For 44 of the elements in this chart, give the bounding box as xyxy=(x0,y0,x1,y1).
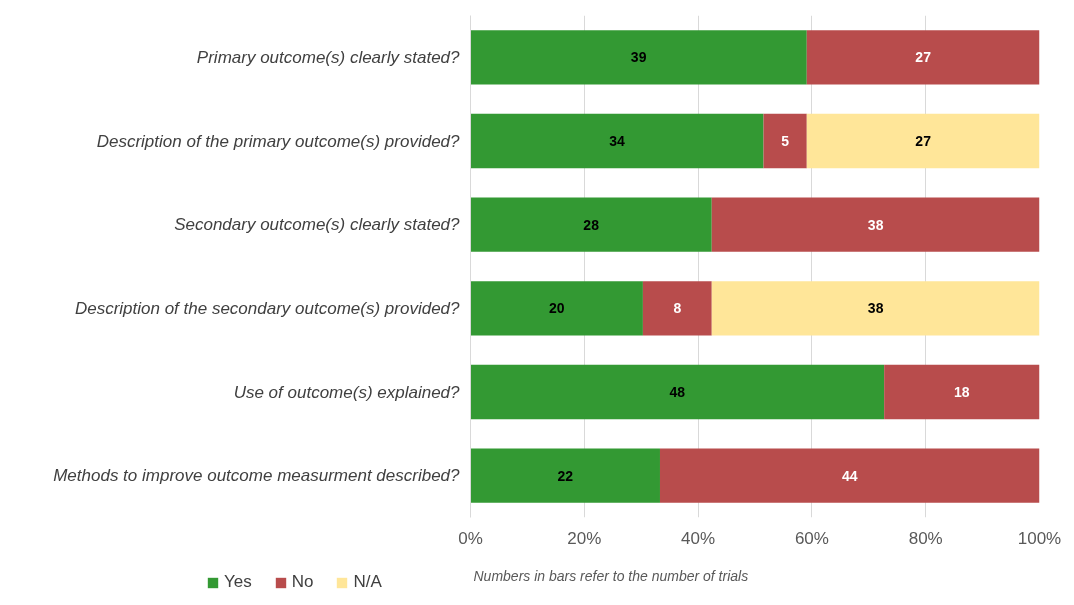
x-tick-label: 0% xyxy=(458,528,483,548)
x-tick-label: 20% xyxy=(567,528,602,548)
x-tick-label: 100% xyxy=(1017,528,1062,548)
annotation: 44 xyxy=(841,467,858,484)
bar xyxy=(470,113,764,169)
bar xyxy=(711,281,1040,336)
y-tick-label: Methods to improve outcome measurment described? xyxy=(53,466,461,486)
annotation: 27 xyxy=(915,49,932,66)
annotation: 5 xyxy=(781,133,790,149)
bar xyxy=(642,281,712,336)
legend-label: N/A xyxy=(353,572,382,592)
annotation: 48 xyxy=(669,384,686,400)
y-tick-label: Primary outcome(s) clearly stated? xyxy=(196,47,461,67)
annotation: 8 xyxy=(673,300,682,317)
bar xyxy=(470,364,885,420)
x-tick-label: 80% xyxy=(908,528,943,548)
bar xyxy=(470,197,712,252)
bar xyxy=(470,281,643,336)
x-tick-label: 60% xyxy=(794,528,829,548)
bar xyxy=(470,448,660,503)
text: Numbers in bars refer to the number of trials xyxy=(473,567,749,584)
legend-label: No xyxy=(291,572,314,592)
bar xyxy=(711,197,1040,252)
bar xyxy=(806,30,1040,85)
x-tick-label: 40% xyxy=(681,528,716,548)
annotation: 22 xyxy=(557,467,574,484)
y-tick-label: Secondary outcome(s) clearly stated? xyxy=(174,215,461,235)
annotation: 34 xyxy=(609,133,626,149)
bar xyxy=(884,364,1040,420)
bar xyxy=(659,448,1040,503)
bar xyxy=(806,113,1040,169)
annotation: 18 xyxy=(954,384,970,400)
y-tick-label: Description of the primary outcome(s) provided? xyxy=(96,131,461,151)
annotation: 38 xyxy=(867,216,884,233)
annotation: 39 xyxy=(630,49,647,66)
y-tick-label: Use of outcome(s) explained? xyxy=(233,382,461,402)
annotation: 38 xyxy=(867,300,884,317)
y-tick-label: Description of the secondary outcome(s) provided? xyxy=(74,298,461,318)
annotation: 27 xyxy=(915,133,932,149)
legend-label: Yes xyxy=(224,572,252,592)
annotation: 28 xyxy=(583,216,600,233)
bar xyxy=(763,113,807,169)
bar xyxy=(470,30,807,85)
annotation: 20 xyxy=(548,300,565,317)
